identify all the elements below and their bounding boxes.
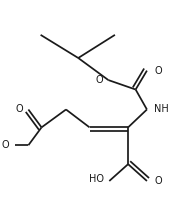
Text: NH: NH	[154, 104, 169, 115]
Text: HO: HO	[89, 174, 104, 184]
Text: O: O	[95, 75, 103, 85]
Text: O: O	[154, 66, 162, 76]
Text: O: O	[2, 140, 10, 150]
Text: O: O	[154, 176, 162, 186]
Text: O: O	[15, 104, 23, 115]
